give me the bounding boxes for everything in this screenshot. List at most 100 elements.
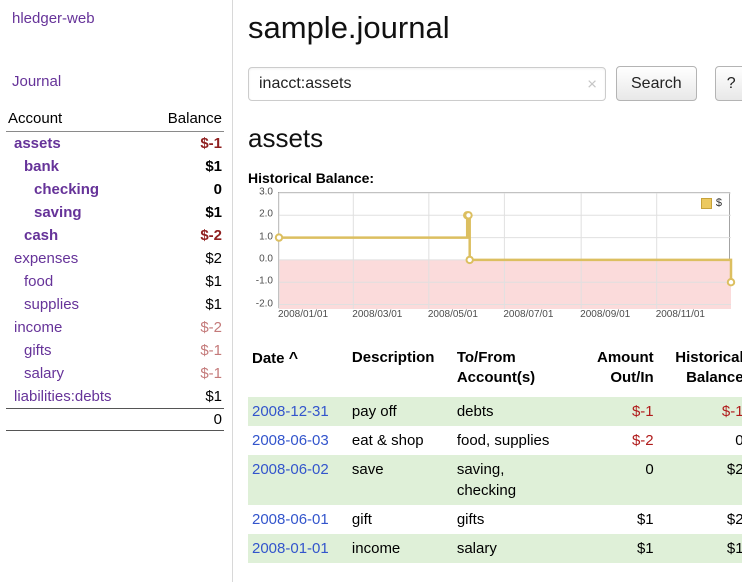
transaction-amount: $-1	[631, 402, 654, 420]
account-balance-salary: $-1	[200, 365, 222, 382]
app-title-link[interactable]: hledger-web	[12, 10, 95, 27]
account-balance-checking: 0	[213, 181, 222, 198]
transaction-date-link[interactable]: 2008-06-01	[252, 510, 329, 528]
legend-swatch-icon	[700, 197, 712, 209]
chart-title: Historical Balance:	[248, 170, 375, 186]
search-bar: × Search ?	[248, 66, 742, 101]
register-header-description: Description	[351, 349, 435, 366]
transaction-accounts: salary	[456, 539, 497, 557]
account-balance-gifts: $-1	[200, 342, 222, 359]
account-link-salary[interactable]: salary	[24, 365, 65, 382]
search-field-wrap: ×	[248, 66, 606, 101]
account-row: saving $1	[6, 201, 224, 224]
account-balance-bank: $1	[205, 158, 222, 175]
accounts-total-row: 0	[6, 408, 224, 431]
accounts-total-balance: 0	[146, 408, 224, 431]
transaction-amount: 0	[645, 460, 654, 478]
register-header-date: Date	[252, 350, 285, 367]
account-balance-cash: $-2	[200, 227, 222, 244]
register-row: 2008-06-03 eat & shop food, supplies $-2…	[248, 426, 742, 455]
transaction-accounts: food, supplies	[456, 431, 550, 449]
sidebar: hledger-web Journal Account Balance asse…	[0, 0, 233, 582]
account-row: checking 0	[6, 178, 224, 201]
chart-canvas	[274, 192, 736, 309]
accounts-header-account: Account	[6, 108, 147, 132]
account-row: income $-2	[6, 316, 224, 339]
accounts-header-balance: Balance	[146, 108, 224, 132]
register-row: 2008-06-01 gift gifts $1 $2	[248, 505, 742, 534]
account-balance-income: $-2	[200, 319, 222, 336]
account-balance-assets: $-1	[200, 135, 222, 152]
account-link-bank[interactable]: bank	[24, 158, 60, 175]
page-title: sample.journal	[248, 10, 450, 45]
account-heading: assets	[248, 123, 324, 153]
transaction-date-link[interactable]: 2008-12-31	[252, 402, 329, 420]
account-link-checking[interactable]: checking	[34, 181, 100, 198]
account-link-supplies[interactable]: supplies	[24, 296, 80, 313]
account-row: cash $-2	[6, 224, 224, 247]
register-row: 2008-12-31 pay off debts $-1 $-1	[248, 396, 742, 426]
register-header-row: Date ^ Description To/From Account(s) Am…	[248, 346, 742, 397]
transaction-balance: $-1	[721, 402, 742, 420]
transaction-date-link[interactable]: 2008-06-03	[252, 431, 329, 449]
transaction-date-link[interactable]: 2008-01-01	[252, 539, 329, 557]
account-link-gifts[interactable]: gifts	[24, 342, 52, 359]
search-input[interactable]	[248, 66, 606, 101]
chart-x-axis-labels: 2008/01/01 2008/03/01 2008/05/01 2008/07/01…	[278, 309, 705, 320]
transaction-accounts: saving, checking	[456, 460, 517, 499]
account-link-expenses[interactable]: expenses	[14, 250, 79, 267]
account-row: assets $-1	[6, 132, 224, 156]
account-row: liabilities:debts $1	[6, 385, 224, 409]
chart-y-axis-labels: 3.0 2.0 1.0 0.0 -1.0 -2.0	[255, 186, 273, 310]
chart-legend: $	[697, 196, 725, 210]
historical-balance-chart: 3.0 2.0 1.0 0.0 -1.0 -2.0 $ 2008/01/01 2008/03…	[248, 186, 736, 322]
main-content: sample.journal × Search ? assets Histori…	[233, 0, 742, 582]
clear-search-icon[interactable]: ×	[587, 74, 597, 93]
register-table: Date ^ Description To/From Account(s) Am…	[248, 346, 742, 563]
sidebar-item-journal[interactable]: Journal	[12, 73, 62, 90]
transaction-date-link[interactable]: 2008-06-02	[252, 460, 329, 478]
sort-ascending-icon[interactable]: ^	[288, 350, 299, 367]
account-balance-saving: $1	[205, 204, 222, 221]
transaction-description: eat & shop	[351, 431, 424, 449]
help-button[interactable]: ?	[714, 66, 742, 101]
transaction-accounts: gifts	[456, 510, 485, 528]
transaction-amount: $1	[636, 510, 654, 528]
transaction-amount: $-2	[631, 431, 654, 449]
account-balance-supplies: $1	[205, 296, 222, 313]
account-row: gifts $-1	[6, 339, 224, 362]
register-row: 2008-01-01 income salary $1 $1	[248, 533, 742, 563]
account-balance-expenses: $2	[205, 250, 222, 267]
account-link-assets[interactable]: assets	[14, 135, 61, 152]
accounts-table: Account Balance assets $-1 bank $1 check…	[6, 108, 224, 431]
transaction-description: gift	[351, 510, 372, 528]
account-link-income[interactable]: income	[14, 319, 63, 336]
transaction-balance: $2	[726, 460, 742, 478]
transaction-accounts: debts	[456, 402, 494, 420]
legend-label: $	[715, 197, 722, 209]
account-link-cash[interactable]: cash	[24, 227, 59, 244]
account-row: supplies $1	[6, 293, 224, 316]
register-row: 2008-06-02 save saving, checking 0 $2	[248, 454, 742, 505]
chart-plot-area: $	[274, 192, 736, 309]
account-balance-food: $1	[205, 273, 222, 290]
transaction-description: save	[351, 460, 384, 478]
account-link-liabilities-debts[interactable]: liabilities:debts	[14, 388, 112, 405]
transaction-balance: $2	[726, 510, 742, 528]
transaction-description: income	[351, 539, 401, 557]
account-row: food $1	[6, 270, 224, 293]
transaction-description: pay off	[351, 402, 397, 420]
search-button[interactable]: Search	[616, 66, 697, 101]
account-row: salary $-1	[6, 362, 224, 385]
register-header-amount: Amount Out/In	[597, 349, 654, 387]
accounts-header-row: Account Balance	[6, 108, 224, 132]
account-link-saving[interactable]: saving	[34, 204, 82, 221]
account-row: expenses $2	[6, 247, 224, 270]
register-header-accounts: To/From Account(s)	[456, 349, 536, 387]
register-header-balance: Historical Balance	[675, 349, 742, 387]
account-balance-liabilities-debts: $1	[205, 388, 222, 405]
transaction-amount: $1	[636, 539, 654, 557]
transaction-balance: 0	[735, 431, 742, 449]
account-link-food[interactable]: food	[24, 273, 54, 290]
